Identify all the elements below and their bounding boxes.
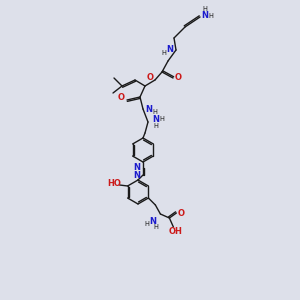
Text: OH: OH <box>169 226 182 236</box>
Text: N: N <box>152 115 160 124</box>
Text: H: H <box>162 50 167 56</box>
Text: N: N <box>149 217 156 226</box>
Text: H: H <box>144 221 149 227</box>
Text: H: H <box>208 13 213 19</box>
Text: O: O <box>175 73 182 82</box>
Text: N: N <box>146 104 152 113</box>
Text: H: H <box>153 224 158 230</box>
Text: N: N <box>134 170 140 179</box>
Text: HO: HO <box>108 179 122 188</box>
Text: N: N <box>202 11 208 20</box>
Text: H: H <box>160 116 164 122</box>
Text: O: O <box>118 92 124 101</box>
Text: H: H <box>154 123 158 129</box>
Text: H: H <box>153 109 158 115</box>
Text: H: H <box>202 6 207 12</box>
Text: O: O <box>178 208 185 217</box>
Text: O: O <box>146 74 154 82</box>
Text: N: N <box>167 44 173 53</box>
Text: N: N <box>134 164 140 172</box>
